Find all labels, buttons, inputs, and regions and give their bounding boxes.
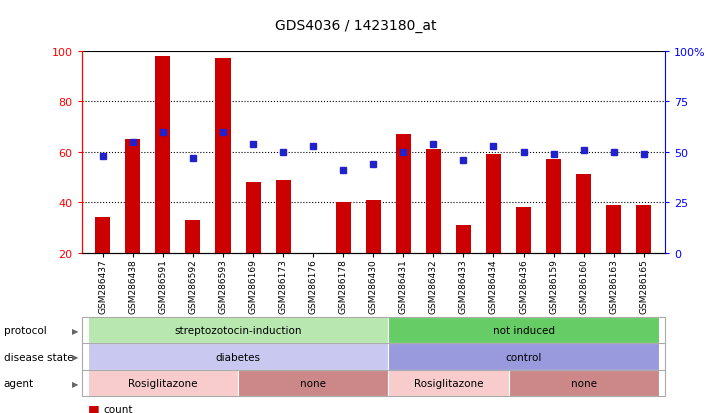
Text: diabetes: diabetes <box>215 352 260 362</box>
Bar <box>95 218 110 253</box>
Bar <box>636 205 651 253</box>
Bar <box>336 203 351 253</box>
Text: ▶: ▶ <box>72 352 78 361</box>
Text: GDS4036 / 1423180_at: GDS4036 / 1423180_at <box>274 19 437 33</box>
Text: none: none <box>300 378 326 388</box>
Bar <box>245 183 260 253</box>
Text: ▶: ▶ <box>72 379 78 388</box>
Text: control: control <box>506 352 542 362</box>
Text: none: none <box>571 378 597 388</box>
Text: agent: agent <box>4 378 33 388</box>
Bar <box>276 180 291 253</box>
Bar <box>186 221 201 253</box>
Bar <box>215 59 230 253</box>
Bar <box>125 140 140 253</box>
Bar <box>516 208 531 253</box>
Text: disease state: disease state <box>4 352 73 362</box>
Bar <box>576 175 591 253</box>
Bar <box>456 225 471 253</box>
Bar <box>396 135 411 253</box>
Text: ■: ■ <box>87 402 100 413</box>
Text: Rosiglitazone: Rosiglitazone <box>414 378 483 388</box>
Bar <box>486 155 501 253</box>
Text: count: count <box>103 404 132 413</box>
Bar <box>606 205 621 253</box>
Text: ▶: ▶ <box>72 326 78 335</box>
Text: protocol: protocol <box>4 325 46 335</box>
Bar <box>156 57 171 253</box>
Bar <box>546 160 561 253</box>
Bar <box>365 200 381 253</box>
Text: streptozotocin-induction: streptozotocin-induction <box>174 325 301 335</box>
Text: not induced: not induced <box>493 325 555 335</box>
Text: Rosiglitazone: Rosiglitazone <box>128 378 198 388</box>
Bar <box>426 150 441 253</box>
